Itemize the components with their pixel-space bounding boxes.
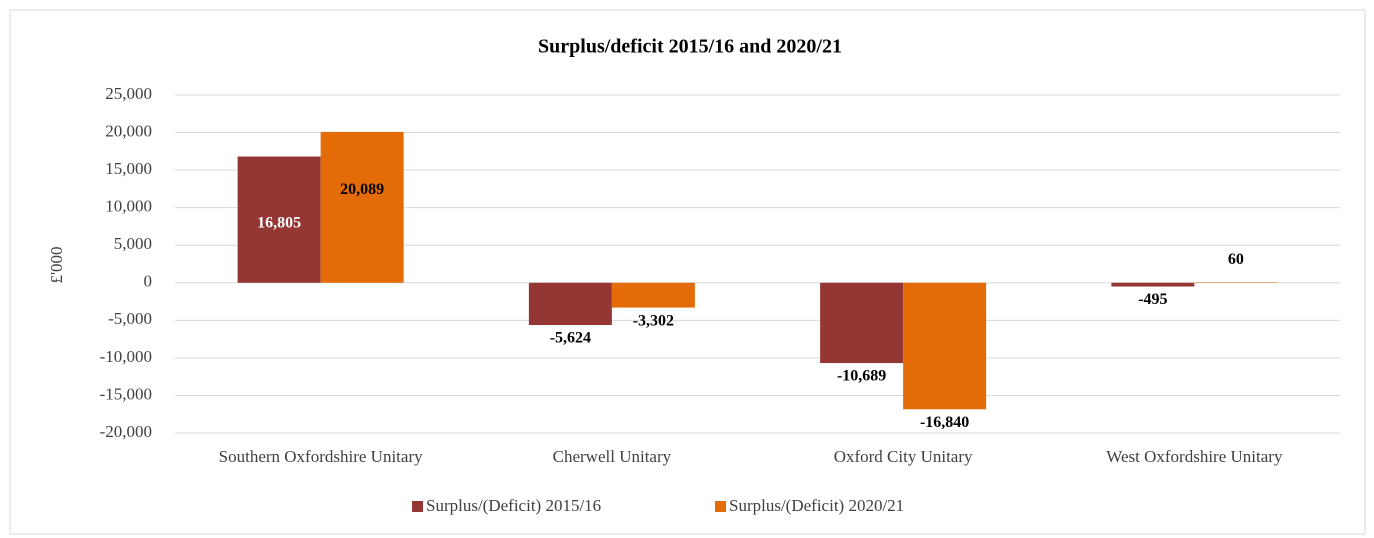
y-tick-label: 25,000 [105, 84, 152, 103]
x-tick-label: Oxford City Unitary [834, 447, 973, 466]
bar [528, 282, 612, 326]
data-label: -495 [1138, 291, 1167, 308]
legend-swatch [715, 501, 726, 512]
y-tick-label: 0 [144, 272, 153, 291]
legend-swatch [412, 501, 423, 512]
y-tick-label: -5,000 [108, 309, 152, 328]
bar [611, 282, 695, 308]
data-label: -5,624 [550, 330, 591, 347]
data-label: -16,840 [920, 414, 969, 431]
y-tick-label: -20,000 [100, 422, 152, 441]
bar [320, 131, 404, 283]
x-tick-label: West Oxfordshire Unitary [1106, 447, 1283, 466]
y-tick-label: -15,000 [100, 384, 152, 403]
y-tick-label: 10,000 [105, 197, 152, 216]
y-tick-label: 15,000 [105, 159, 152, 178]
y-tick-label: 20,000 [105, 121, 152, 140]
x-tick-label: Southern Oxfordshire Unitary [219, 447, 423, 466]
data-label: -3,302 [633, 312, 674, 329]
y-tick-label: -10,000 [100, 347, 152, 366]
bar [1111, 282, 1195, 287]
bar [903, 282, 987, 410]
bar [237, 156, 321, 283]
legend-label: Surplus/(Deficit) 2015/16 [426, 496, 601, 515]
data-label: 20,089 [340, 181, 384, 198]
y-axis-label: £'000 [47, 246, 66, 283]
legend-label: Surplus/(Deficit) 2020/21 [729, 496, 904, 515]
x-tick-label: Cherwell Unitary [553, 447, 672, 466]
bar [820, 282, 904, 364]
data-label: -10,689 [837, 368, 886, 385]
chart-border [9, 9, 1366, 535]
chart-title: Surplus/deficit 2015/16 and 2020/21 [538, 36, 842, 58]
data-label: 60 [1228, 251, 1244, 268]
y-tick-label: 5,000 [114, 234, 152, 253]
data-label: 16,805 [257, 214, 301, 231]
